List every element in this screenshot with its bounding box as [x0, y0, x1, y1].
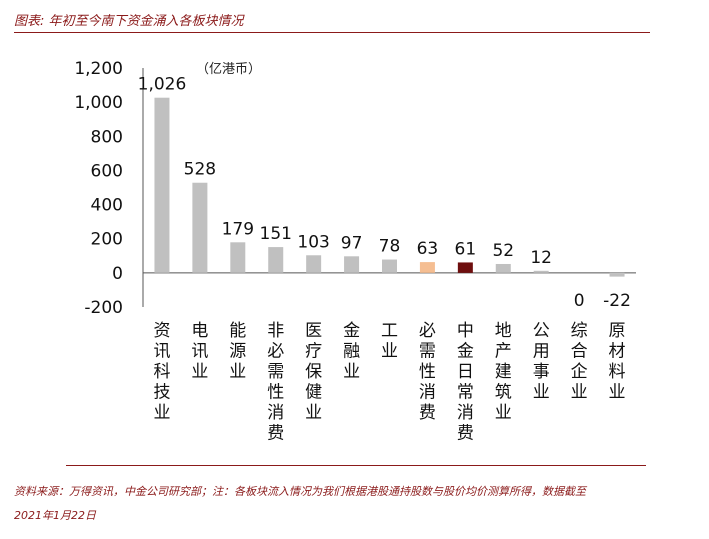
y-tick-label: 800 — [91, 127, 123, 147]
data-label: 0 — [574, 291, 585, 311]
data-label: 78 — [379, 237, 401, 257]
data-label: 61 — [455, 239, 477, 259]
unit-label: （亿港币） — [196, 62, 262, 77]
data-label: 528 — [184, 160, 216, 180]
data-label: 1,026 — [138, 75, 187, 95]
category-label: 综合企业 — [571, 321, 588, 403]
category-label: 能源业 — [229, 321, 246, 382]
bar — [154, 97, 170, 273]
data-label: 103 — [297, 232, 329, 252]
category-label: 医疗保健业 — [305, 321, 322, 423]
category-label: 电讯业 — [191, 321, 208, 382]
bar — [419, 262, 435, 273]
data-label: -22 — [603, 291, 631, 311]
data-label: 179 — [222, 219, 254, 239]
bar — [268, 247, 284, 273]
header-divider — [14, 32, 650, 33]
bar — [495, 263, 511, 273]
y-tick-label: 400 — [91, 196, 123, 216]
data-label: 12 — [530, 248, 552, 268]
data-label: 63 — [417, 239, 439, 259]
category-label: 原材料业 — [609, 321, 626, 403]
bar — [344, 256, 360, 273]
bar — [192, 182, 208, 273]
y-tick-label: 600 — [91, 161, 123, 181]
category-label: 金融业 — [343, 321, 360, 382]
bar — [382, 259, 397, 273]
bar — [533, 270, 549, 273]
category-label: 必需性消费 — [419, 321, 436, 423]
y-tick-label: 200 — [91, 230, 123, 250]
bar — [306, 255, 322, 273]
category-label: 非必需性消费 — [267, 321, 284, 444]
chart-title: 图表: 年初至今南下资金涌入各板块情况 — [14, 14, 244, 29]
category-label: 地产建筑业 — [495, 321, 512, 423]
y-tick-label: 0 — [112, 264, 123, 284]
bar — [609, 272, 625, 277]
category-label: 资讯科技业 — [153, 321, 170, 423]
y-tick-label: 1,200 — [74, 59, 123, 79]
data-label: 97 — [341, 233, 363, 253]
category-label: 公用事业 — [533, 321, 550, 403]
source-note: 资料来源：万得资讯，中金公司研究部；注：各板块流入情况为我们根据港股通持股数与股… — [14, 485, 586, 498]
y-tick-label: -200 — [84, 298, 123, 318]
source-date: 2021年1月22日 — [14, 509, 96, 522]
category-label: 中金日常消费 — [457, 321, 474, 444]
data-label: 52 — [492, 241, 514, 261]
category-label: 工业 — [381, 321, 398, 362]
footer-divider — [66, 465, 646, 466]
data-label: 151 — [260, 224, 292, 244]
y-tick-label: 1,000 — [74, 93, 123, 113]
bar — [230, 242, 246, 273]
bar — [457, 262, 473, 273]
